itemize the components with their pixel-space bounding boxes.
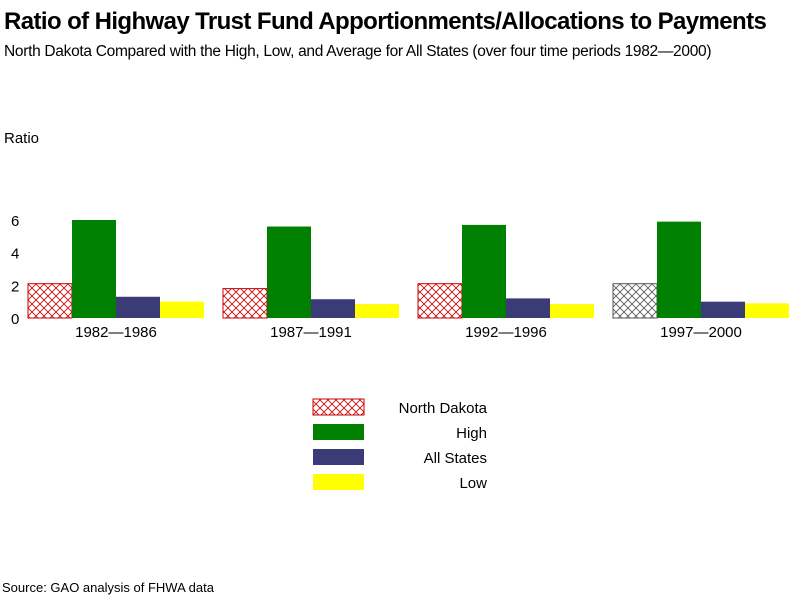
legend-label-all_states: All States — [424, 450, 487, 467]
x-category-label: 1982—1986 — [75, 324, 157, 341]
chart-title: Ratio of Highway Trust Fund Apportionmen… — [4, 8, 767, 35]
legend-swatch-low — [313, 474, 364, 490]
bar-all_states-1 — [311, 299, 355, 318]
bar-low-3 — [745, 303, 789, 318]
bar-low-2 — [550, 304, 594, 318]
bar-all_states-2 — [506, 298, 550, 318]
legend-swatch-north_dakota — [312, 398, 365, 416]
legend: North Dakota High All States Low — [312, 398, 488, 492]
bar-north_dakota-3 — [612, 283, 658, 319]
x-category-label: 1987—1991 — [270, 324, 352, 341]
bar-all_states-3 — [701, 301, 745, 318]
bar-high-3 — [657, 221, 701, 318]
bars — [27, 220, 789, 319]
legend-label-low: Low — [459, 475, 487, 492]
source-note: Source: GAO analysis of FHWA data — [2, 580, 214, 595]
bar-low-0 — [160, 301, 204, 318]
x-axis: 1982—1986 1987—1991 1992—1996 1997—2000 — [75, 324, 742, 341]
chart-subtitle: North Dakota Compared with the High, Low… — [4, 43, 712, 60]
bar-low-1 — [355, 304, 399, 318]
bar-north_dakota-0 — [27, 283, 73, 319]
legend-swatch-all_states — [313, 449, 364, 465]
legend-swatch-high — [313, 424, 364, 440]
bar-high-1 — [267, 226, 311, 318]
bar-north_dakota-2 — [417, 283, 463, 319]
bar-high-2 — [462, 224, 506, 318]
y-axis: 0 2 4 6 — [11, 213, 19, 328]
x-category-label: 1992—1996 — [465, 324, 547, 341]
y-tick-label: 0 — [11, 311, 19, 328]
legend-label-north_dakota: North Dakota — [399, 400, 488, 417]
bar-high-0 — [72, 220, 116, 318]
legend-label-high: High — [456, 425, 487, 442]
y-tick-label: 2 — [11, 278, 19, 295]
y-tick-label: 4 — [11, 246, 19, 263]
bar-north_dakota-1 — [222, 288, 268, 319]
y-tick-label: 6 — [11, 213, 19, 230]
bar-all_states-0 — [116, 296, 160, 318]
x-category-label: 1997—2000 — [660, 324, 742, 341]
y-axis-label: Ratio — [4, 130, 39, 147]
